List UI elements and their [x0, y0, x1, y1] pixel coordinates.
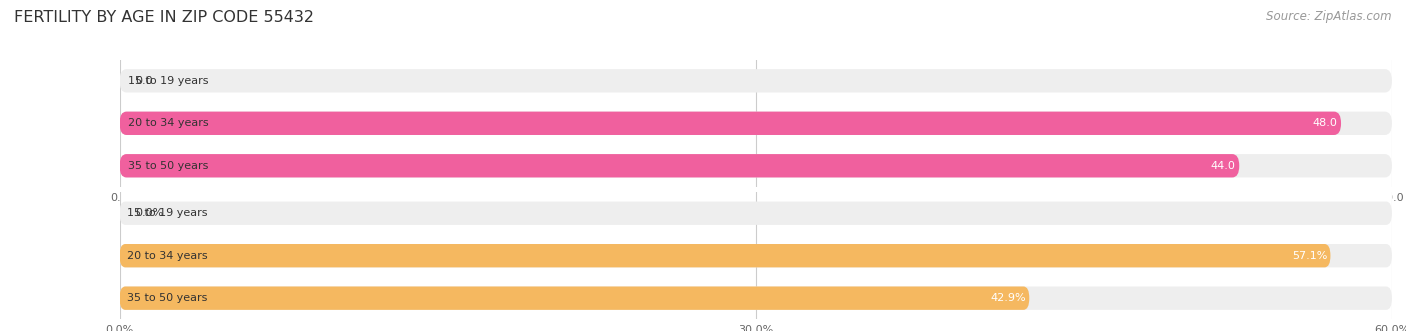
Text: 0.0: 0.0: [135, 76, 152, 86]
Text: 0.0%: 0.0%: [135, 208, 163, 218]
Text: 15 to 19 years: 15 to 19 years: [128, 76, 208, 86]
Text: 48.0: 48.0: [1313, 118, 1337, 128]
Text: 57.1%: 57.1%: [1292, 251, 1327, 261]
Text: 44.0: 44.0: [1211, 161, 1236, 171]
Text: 42.9%: 42.9%: [991, 293, 1026, 303]
Text: Source: ZipAtlas.com: Source: ZipAtlas.com: [1267, 10, 1392, 23]
Text: FERTILITY BY AGE IN ZIP CODE 55432: FERTILITY BY AGE IN ZIP CODE 55432: [14, 10, 314, 25]
FancyBboxPatch shape: [120, 154, 1392, 177]
FancyBboxPatch shape: [120, 112, 1392, 135]
FancyBboxPatch shape: [120, 202, 1392, 225]
Text: 35 to 50 years: 35 to 50 years: [128, 161, 208, 171]
FancyBboxPatch shape: [120, 287, 1029, 310]
FancyBboxPatch shape: [120, 154, 1239, 177]
FancyBboxPatch shape: [120, 244, 1330, 267]
FancyBboxPatch shape: [120, 69, 1392, 92]
Text: 35 to 50 years: 35 to 50 years: [127, 293, 207, 303]
FancyBboxPatch shape: [120, 112, 1341, 135]
Text: 20 to 34 years: 20 to 34 years: [127, 251, 207, 261]
Text: 15 to 19 years: 15 to 19 years: [127, 208, 207, 218]
Text: 20 to 34 years: 20 to 34 years: [128, 118, 208, 128]
FancyBboxPatch shape: [120, 244, 1392, 267]
FancyBboxPatch shape: [120, 287, 1392, 310]
